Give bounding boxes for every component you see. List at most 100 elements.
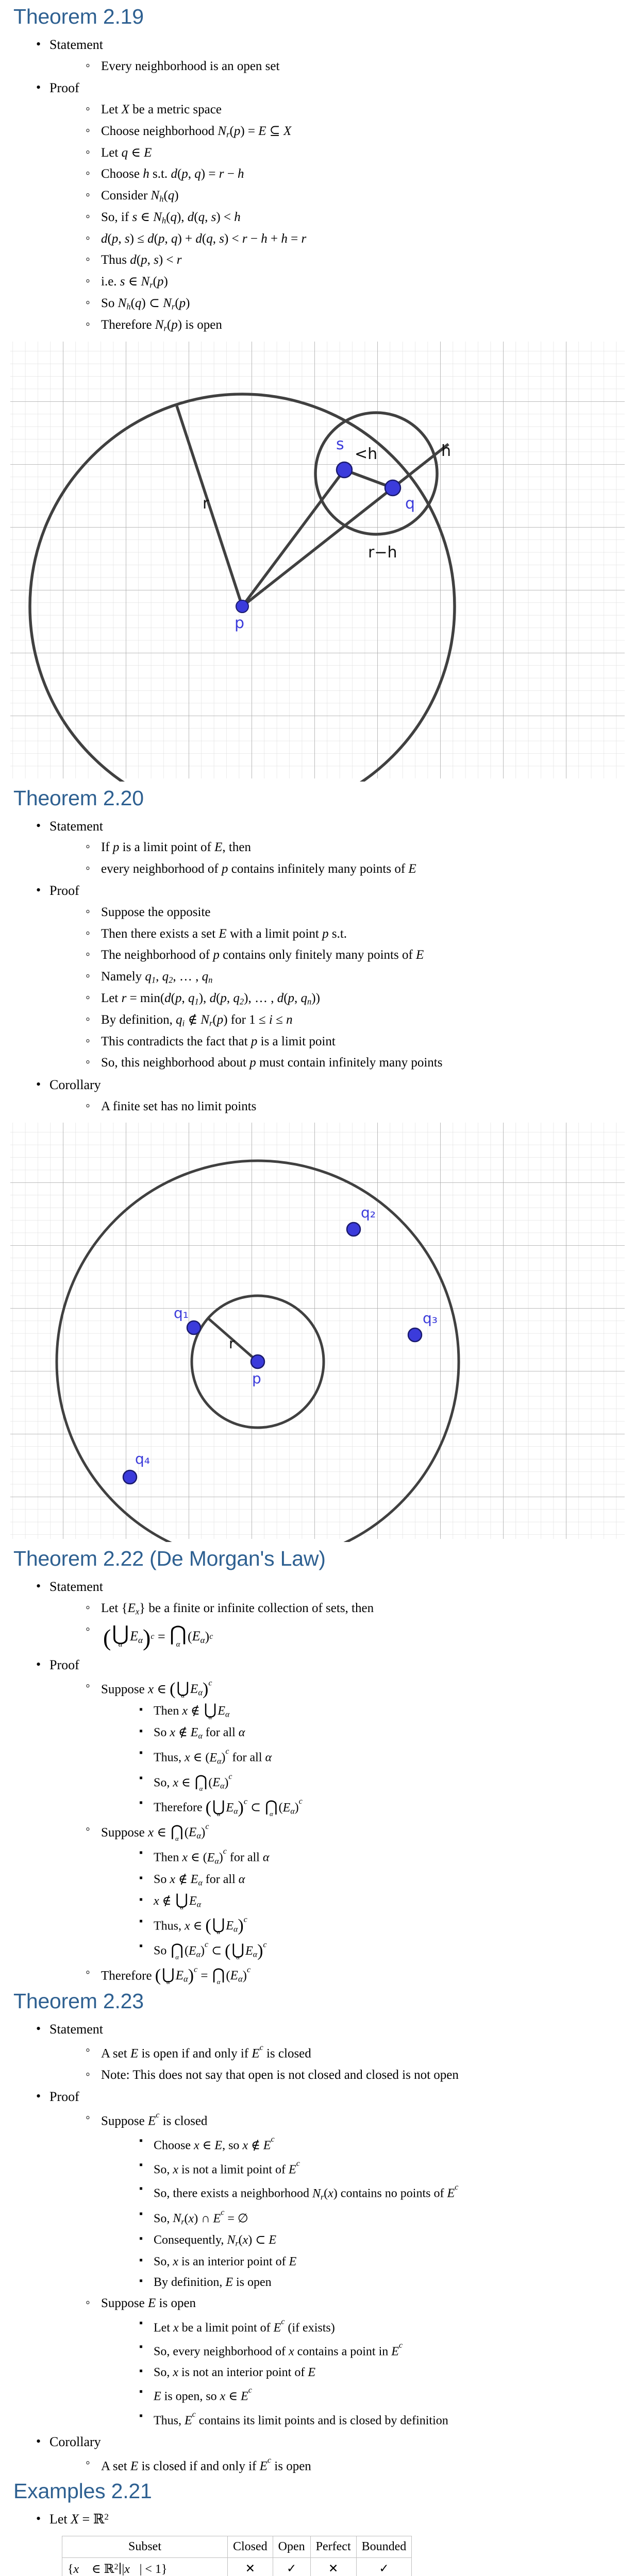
list-item: A set E is open if and only if Ec is clo… — [85, 2042, 635, 2062]
list-item: Choose h s.t. d(p, q) = r − h — [85, 165, 635, 183]
list-item: A set E is closed if and only if Ec is o… — [85, 2455, 635, 2475]
list-item: i.e. s ∈ Nr(p) — [85, 273, 635, 291]
statement-label: Statement A set E is open if and only if… — [34, 2020, 635, 2084]
list-item: Suppose Ec is closed Choose x ∈ E, so x … — [85, 2110, 635, 2291]
figure-finite-set-no-limit-points: p r q₂ q₃ q₁ q₄ — [0, 1120, 635, 1543]
statement-label: Statement Every neighborhood is an open … — [34, 36, 635, 75]
list-item: By definition, qi ∉ Nr(p) for 1 ≤ i ≤ n — [85, 1011, 635, 1029]
list-item: The neighborhood of p contains only fini… — [85, 946, 635, 964]
list-item: So, x is an interior point of E — [137, 2253, 635, 2270]
list-item: Therefore Nr(p) is open — [85, 316, 635, 334]
label-r: r — [229, 1335, 235, 1352]
label-r: r — [203, 495, 209, 513]
list-item: Therefore (⋃αEα)c ⊂ ⋂α(Eα)c — [137, 1795, 635, 1817]
list-item: Thus d(p, s) < r — [85, 251, 635, 269]
list-item: So, there exists a neighborhood Nr(x) co… — [137, 2181, 635, 2202]
list-item: By definition, E is open — [137, 2274, 635, 2291]
statement-items: If p is a limit point of E, then every n… — [85, 839, 635, 877]
list-item: So Nh(q) ⊂ Nr(p) — [85, 295, 635, 312]
list-item: Suppose E is open Let x be a limit point… — [85, 2295, 635, 2429]
point-q4 — [122, 1469, 138, 1485]
label-q3: q₃ — [423, 1310, 438, 1327]
list-item: every neighborhood of p contains infinit… — [85, 860, 635, 878]
cell-perfect: ✕ — [310, 2557, 357, 2576]
list-item: Thus, x ∈ (Eα)c for all α — [137, 1745, 635, 1767]
list-item: Then x ∈ (Eα)c for all α — [137, 1845, 635, 1867]
theorem-220-outline: Statement If p is a limit point of E, th… — [34, 817, 635, 1115]
col-bounded: Bounded — [356, 2535, 412, 2558]
list-item: Every neighborhood is an open set — [85, 58, 635, 75]
list-item: Thus, Ec contains its limit points and i… — [137, 2409, 635, 2429]
list-item: So, x ∈ ⋂α(Eα)c — [137, 1771, 635, 1792]
label-p: p — [235, 614, 244, 632]
list-item: Therefore (⋃αEα)c = ⋂α(Eα)c — [85, 1964, 635, 1986]
list-item: Then x ∉ ⋃αEα — [137, 1702, 635, 1721]
displayed-formula-demorgan: (⋃αEα)c = ⋂α(Eα)c — [85, 1621, 635, 1652]
proof-label: Proof Suppose Ec is closed Choose x ∈ E,… — [34, 2088, 635, 2429]
proof-label: Proof Let X be a metric space Choose nei… — [34, 79, 635, 334]
point-q3 — [407, 1327, 423, 1343]
proof-subitems-closed: Let x be a limit point of Ec (if exists)… — [137, 2316, 635, 2429]
list-item: So x ∉ Eα for all α — [137, 1871, 635, 1889]
point-s — [336, 461, 353, 479]
list-item: Consider Nh(q) — [85, 187, 635, 205]
table-header-row: Subset Closed Open Perfect Bounded — [62, 2535, 412, 2558]
list-item: Choose x ∈ E, so x ∉ Ec — [137, 2133, 635, 2154]
proof-items: Suppose the opposite Then there exists a… — [85, 904, 635, 1072]
formula-demorgan: (⋃αEα)c = ⋂α(Eα)c — [103, 1622, 213, 1651]
label-q2: q₂ — [361, 1204, 376, 1221]
list-item: So, Nr(x) ∩ Ec = ∅ — [137, 2207, 635, 2228]
col-subset: Subset — [62, 2535, 228, 2558]
list-item: So, every neighborhood of x contains a p… — [137, 2340, 635, 2360]
neighborhood-diagram-svg: p q s r h <h r−h — [0, 338, 635, 782]
proof-subitems-open: Choose x ∈ E, so x ∉ Ec So, x is not a l… — [137, 2133, 635, 2291]
col-perfect: Perfect — [310, 2535, 357, 2558]
theorem-219-outline: Statement Every neighborhood is an open … — [34, 36, 635, 334]
subset-properties-table: Subset Closed Open Perfect Bounded {x⃗ ∈… — [62, 2535, 412, 2576]
page-title-theorem-220: Theorem 2.20 — [13, 786, 144, 810]
list-item: Consequently, Nr(x) ⊂ E — [137, 2231, 635, 2249]
list-item: Let r = min(d(p, q1), d(p, q2), … , d(p,… — [85, 990, 635, 1007]
label-less-than-h: <h — [355, 445, 377, 463]
point-q — [384, 479, 402, 497]
list-item: So, this neighborhood about p must conta… — [85, 1054, 635, 1072]
list-item: Note: This does not say that open is not… — [85, 2066, 635, 2084]
proof-items: Suppose x ∈ (⋃αEα)c Then x ∉ ⋃αEα So x ∉… — [85, 1678, 635, 1986]
proof-items: Let X be a metric space Choose neighborh… — [85, 101, 635, 334]
point-p — [250, 1354, 265, 1369]
list-item: So ⋂α(Eα)c ⊂ (⋃αEα)c — [137, 1939, 635, 1960]
theorem-223-outline: Statement A set E is open if and only if… — [34, 2020, 635, 2475]
label-p: p — [252, 1370, 261, 1387]
page-title-theorem-222: Theorem 2.22 (De Morgan's Law) — [13, 1547, 326, 1571]
statement-label: Statement If p is a limit point of E, th… — [34, 817, 635, 878]
col-open: Open — [272, 2535, 311, 2558]
list-item: Suppose the opposite — [85, 904, 635, 921]
examples-221-outline: Let X = ℝ2 — [34, 2510, 635, 2529]
list-item: Then there exists a set E with a limit p… — [85, 925, 635, 943]
label-q1: q₁ — [174, 1304, 189, 1321]
proof-subitems-a: Then x ∉ ⋃αEα So x ∉ Eα for all α Thus, … — [137, 1702, 635, 1817]
list-item: A finite set has no limit points — [85, 1098, 635, 1115]
proof-label: Proof Suppose the opposite Then there ex… — [34, 882, 635, 1071]
page-title-theorem-219: Theorem 2.19 — [13, 5, 144, 28]
label-q4: q₄ — [135, 1450, 150, 1467]
document-page: Theorem 2.19 Statement Every neighborhoo… — [0, 5, 635, 2576]
list-item: Thus, x ∈ (⋃αEα)c — [137, 1914, 635, 1936]
statement-label: Statement Let {Ex} be a finite or infini… — [34, 1578, 635, 1652]
list-item: Let {Ex} be a finite or infinite collect… — [85, 1600, 635, 1617]
list-item: If p is a limit point of E, then — [85, 839, 635, 856]
proof-subitems-b: Then x ∈ (Eα)c for all α So x ∉ Eα for a… — [137, 1845, 635, 1960]
cell-bounded: ✓ — [356, 2557, 412, 2576]
label-r-minus-h: r−h — [368, 544, 397, 562]
statement-items: Let {Ex} be a finite or infinite collect… — [85, 1600, 635, 1652]
list-item: So x ∉ Eα for all α — [137, 1724, 635, 1742]
table-row: {x⃗ ∈ ℝ2∣|x⃗| < 1} ✕ ✓ ✕ ✓ — [62, 2557, 412, 2576]
list-item: Let x be a limit point of Ec (if exists) — [137, 2316, 635, 2336]
list-item: Choose neighborhood Nr(p) = E ⊆ X — [85, 122, 635, 140]
figure-neighborhood-open-set: p q s r h <h r−h — [0, 338, 635, 782]
corollary-items: A finite set has no limit points — [85, 1098, 635, 1115]
cell-open: ✓ — [272, 2557, 311, 2576]
let-x-label: Let X = ℝ2 — [34, 2510, 635, 2529]
list-item: Let q ∈ E — [85, 144, 635, 162]
theorem-222-outline: Statement Let {Ex} be a finite or infini… — [34, 1578, 635, 1985]
